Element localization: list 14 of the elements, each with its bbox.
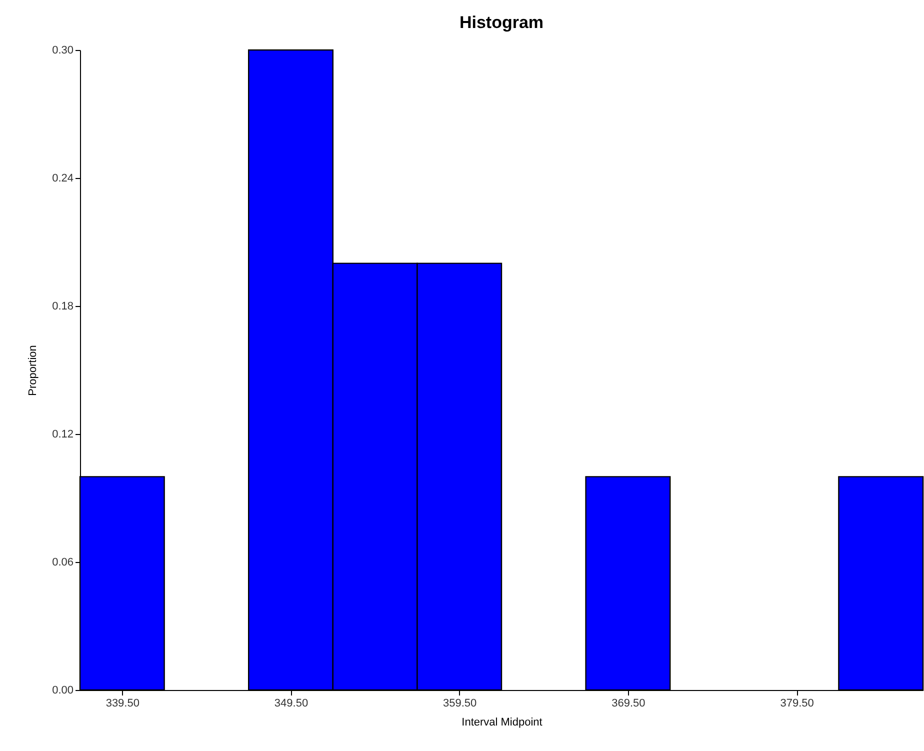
y-tick-label: 0.12 — [52, 428, 74, 440]
x-axis-title: Interval Midpoint — [462, 716, 542, 728]
x-tick-label: 369.50 — [612, 698, 646, 710]
y-tick-label: 0.06 — [52, 556, 74, 568]
y-tick-label: 0.30 — [52, 44, 74, 56]
y-tick-label: 0.00 — [52, 684, 74, 696]
x-tick-label: 379.50 — [780, 698, 814, 710]
y-axis-title: Proportion — [27, 345, 40, 396]
x-tick-label: 339.50 — [106, 698, 140, 710]
x-tick-label: 349.50 — [274, 698, 308, 710]
y-tick-label: 0.24 — [52, 172, 74, 184]
y-tick-label: 0.18 — [52, 300, 74, 312]
x-tick-label: 359.50 — [443, 698, 477, 710]
chart-title: Histogram — [459, 13, 544, 32]
